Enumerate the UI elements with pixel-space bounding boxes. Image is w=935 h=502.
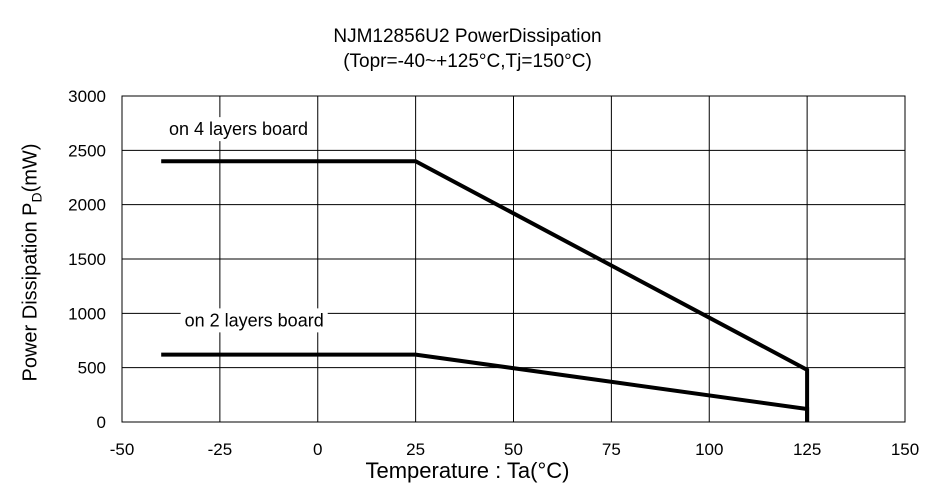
annotation-backing — [180, 308, 328, 333]
annotation-label-0: on 4 layers board — [169, 119, 308, 139]
x-tick-label: -50 — [110, 440, 135, 459]
series-line-2-layers — [161, 352, 810, 422]
y-axis-label: Power Dissipation PD(mW) — [19, 143, 44, 381]
grid — [121, 95, 906, 423]
x-tick-label: 25 — [406, 440, 425, 459]
y-tick-label: 1500 — [68, 250, 106, 269]
annotation-label-1: on 2 layers board — [185, 310, 324, 330]
x-tick-label: 100 — [695, 440, 723, 459]
chart-subtitle: (Topr=-40~+125°C,Tj=150°C) — [343, 51, 592, 72]
x-tick-label: 125 — [793, 440, 821, 459]
x-tick-label: 150 — [891, 440, 919, 459]
annotation-backing — [164, 117, 313, 142]
series-lines — [161, 159, 810, 422]
y-tick-label: 1000 — [68, 304, 106, 323]
y-tick-label: 2000 — [68, 196, 106, 215]
x-tick-label: -25 — [208, 440, 233, 459]
y-tick-label: 2500 — [68, 141, 106, 160]
y-axis-label-main: Power Dissipation P — [19, 202, 42, 381]
x-tick-label: 50 — [504, 440, 523, 459]
y-tick-label: 0 — [97, 413, 106, 432]
x-axis-label: Temperature : Ta(°C) — [365, 458, 570, 483]
y-axis-label-unit: (mW) — [19, 143, 42, 192]
series-line-4-layers — [161, 159, 810, 422]
y-axis-label-subscript: D — [28, 191, 45, 203]
y-tick-label: 500 — [78, 359, 106, 378]
x-tick-label: 75 — [602, 440, 621, 459]
chart-title: NJM12856U2 PowerDissipation — [333, 26, 602, 47]
x-tick-label: 0 — [313, 440, 322, 459]
tick-labels: -50 -25 0 25 50 75 100 125 150050010001500200025… — [68, 87, 919, 459]
annotations: on 4 layers board on 2 layers board — [164, 117, 328, 333]
y-tick-label: 3000 — [68, 87, 106, 106]
